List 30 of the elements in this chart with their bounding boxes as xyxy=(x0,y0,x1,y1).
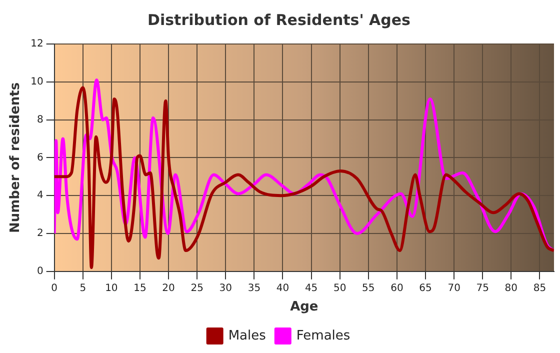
x-tick-label: 30 xyxy=(219,282,232,294)
chart-title: Distribution of Residents' Ages xyxy=(148,10,411,29)
x-tick-label: 20 xyxy=(162,282,175,294)
legend-label: Females xyxy=(296,328,350,344)
x-tick-label: 70 xyxy=(448,282,460,294)
x-tick-label: 55 xyxy=(362,282,375,294)
x-axis-title: Age xyxy=(290,300,318,315)
x-tick-label: 85 xyxy=(533,282,546,294)
y-tick-label: 8 xyxy=(36,114,44,126)
x-tick-label: 5 xyxy=(80,282,86,294)
y-tick-label: 0 xyxy=(36,266,44,277)
x-tick-label: 50 xyxy=(333,282,346,294)
x-tick-label: 80 xyxy=(504,282,518,294)
x-tick-label: 65 xyxy=(419,282,432,294)
y-tick-label: 10 xyxy=(30,76,44,88)
x-tick-label: 25 xyxy=(190,282,204,294)
y-tick-label: 4 xyxy=(36,190,44,202)
y-axis-title: Number of residents xyxy=(8,82,24,234)
x-tick-label: 75 xyxy=(476,282,489,294)
x-tick-label: 40 xyxy=(276,282,290,294)
x-tick-label: 60 xyxy=(390,282,404,294)
x-tick-label: 35 xyxy=(248,282,261,294)
x-tick-label: 45 xyxy=(304,282,318,294)
y-tick-label: 12 xyxy=(30,38,44,50)
x-tick-label: 10 xyxy=(105,282,118,294)
x-tick-label: 0 xyxy=(51,282,58,294)
y-tick-label: 2 xyxy=(36,228,44,240)
legend-label: Males xyxy=(228,328,266,344)
x-tick-label: 15 xyxy=(134,282,146,294)
y-tick-label: 6 xyxy=(36,152,44,164)
